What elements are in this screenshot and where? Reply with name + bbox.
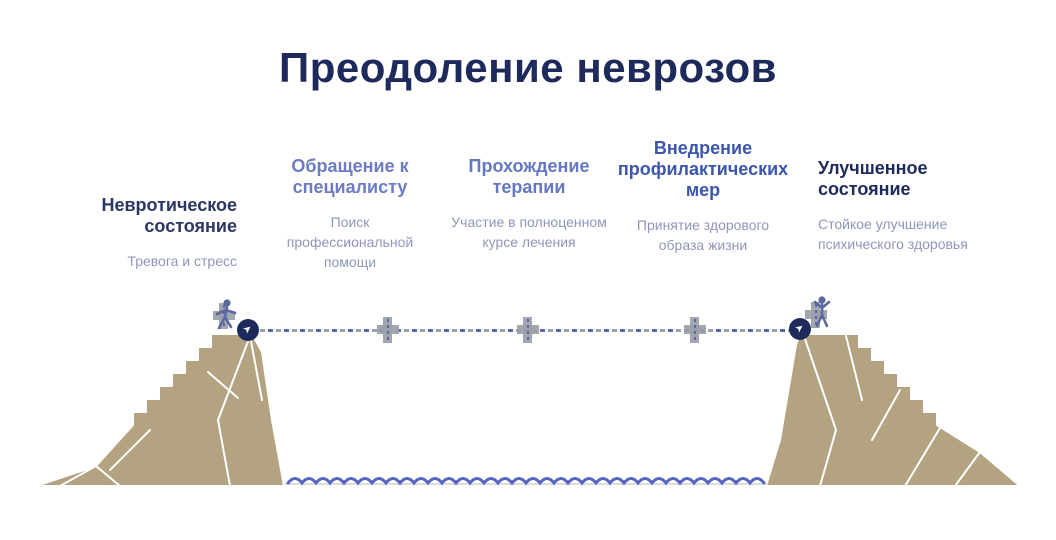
plus-dash [223, 305, 225, 327]
milestone-plus-icon [684, 317, 706, 343]
right-cliff [765, 333, 1021, 487]
stage-column-2: Обращение к специалисту Поиск профессион… [270, 156, 430, 272]
stage-heading: Прохождение терапии [468, 156, 590, 197]
stage-subtext: Участие в полноценном курсе лечения [451, 214, 607, 250]
milestone-plus-icon [805, 302, 827, 328]
stage-column-4: Внедрение профилактических мер Принятие … [613, 138, 793, 255]
stage-column-1: Невротическое состояние Тревога и стресс [77, 195, 237, 271]
climber-figure-right [813, 296, 831, 328]
milestone-plus-icon [517, 317, 539, 343]
stage-heading: Обращение к специалисту [291, 156, 409, 197]
water-wave-line [286, 477, 766, 486]
plus-dash [694, 319, 696, 341]
start-point-marker: ➤ [237, 319, 259, 341]
end-point-marker: ➤ [789, 318, 811, 340]
plus-dash [815, 304, 817, 326]
stage-heading: Улучшенное состояние [818, 158, 928, 199]
milestone-plus-icon [213, 303, 235, 329]
stage-subtext: Поиск профессиональной помощи [286, 214, 414, 270]
plus-dash [527, 319, 529, 341]
stage-column-3: Прохождение терапии Участие в полноценно… [449, 156, 609, 252]
stage-column-5: Улучшенное состояние Стойкое улучшение п… [818, 158, 978, 254]
stage-subtext: Стойкое улучшение психического здоровья [818, 216, 968, 252]
stage-heading: Внедрение профилактических мер [617, 138, 789, 200]
climber-figure-left [215, 299, 237, 330]
ground-line [40, 483, 1016, 485]
plus-dash [387, 319, 389, 341]
milestone-plus-icon [377, 317, 399, 343]
stage-subtext: Тревога и стресс [127, 253, 237, 269]
stage-heading: Невротическое состояние [101, 195, 237, 236]
page-title: Преодоление неврозов [279, 44, 777, 91]
left-cliff [35, 333, 285, 487]
stage-subtext: Принятие здорового образа жизни [636, 217, 770, 253]
